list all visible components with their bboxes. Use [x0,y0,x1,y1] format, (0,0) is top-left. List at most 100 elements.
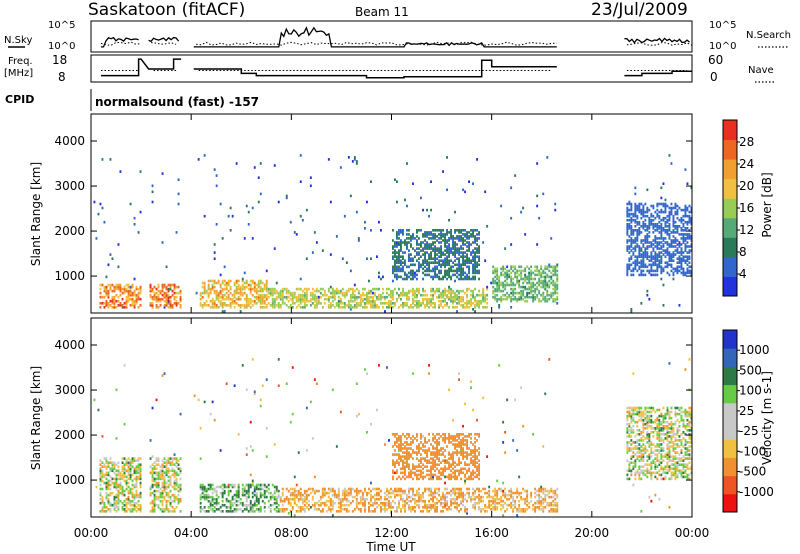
velocity-cell [125,461,128,464]
power-cell [299,297,302,301]
power-cell [412,287,414,291]
power-cell [167,299,170,303]
power-cell [482,293,485,297]
power-cell [255,291,258,295]
velocity-cell [438,459,440,462]
power-cell [460,265,462,269]
velocity-cell [265,485,268,489]
power-cell [370,299,372,303]
power-cell [357,302,360,305]
power-cell [510,291,513,295]
power-cell [544,275,547,279]
power-cell [444,269,446,273]
power-cell [386,302,388,305]
velocity-cell [225,510,228,513]
power-cell [217,306,220,309]
power-cell [544,295,547,299]
velocity-cell [155,495,158,499]
power-cell [203,283,206,287]
power-cell [462,263,464,267]
power-cell [652,261,655,264]
velocity-cell [460,487,462,491]
power-cell [315,306,318,309]
power-cell [626,231,629,234]
velocity-cell [155,497,158,501]
velocity-cell [139,467,142,471]
power-cell [650,273,653,277]
power-cell [676,227,679,230]
power-cell [650,263,653,267]
power-cell [472,267,474,271]
power-cell [430,180,432,183]
power-cell [672,220,675,224]
power-cell [179,297,182,301]
power-cell [450,235,452,238]
velocity-cell [462,451,464,454]
power-cell [213,304,216,307]
velocity-cell [119,483,122,487]
power-cell [364,306,366,309]
power-cell [688,249,691,252]
power-cell [440,233,442,236]
velocity-cell [398,499,400,503]
power-colorbar-tick-label: 28 [739,135,754,149]
velocity-cell [345,493,348,497]
velocity-cell [255,493,258,497]
power-cell [648,216,651,220]
velocity-cell [169,479,172,483]
power-colorbar-swatch [723,237,737,258]
power-cell [686,259,689,262]
power-cell [422,259,424,262]
velocity-cell [105,477,108,481]
power-cell [394,302,396,305]
power-cell [119,304,122,307]
velocity-cell [343,495,346,499]
power-cell [227,289,230,293]
power-cell [251,304,254,307]
power-cell [462,269,464,273]
velocity-cell [442,510,444,513]
power-cell [149,285,152,289]
power-cell [506,297,509,301]
power-cell [117,283,120,287]
power-cell [660,261,663,264]
power-cell [688,214,691,218]
power-cell [682,218,685,222]
power-cell [632,218,635,222]
power-cell [440,237,442,240]
power-cell [311,295,314,299]
power-cell [518,285,521,289]
power-cell [416,277,418,281]
power-cell [327,295,330,299]
velocity-cell [279,497,282,501]
velocity-cell [171,473,174,477]
velocity-cell [396,493,398,497]
velocity-cell [406,461,408,464]
power-cell [444,245,446,248]
velocity-cell [103,463,106,466]
power-cell [648,255,651,258]
velocity-cell [313,503,316,507]
power-cell [203,154,206,157]
velocity-cell [430,443,432,446]
power-cell [392,302,394,305]
power-cell [682,233,685,236]
velocity-cell [422,435,424,438]
velocity-cell [462,447,464,450]
velocity-cell [420,461,422,464]
power-cell [392,267,394,271]
power-cell [424,235,426,238]
velocity-cell [404,447,406,450]
velocity-cell [163,485,166,489]
velocity-cell [99,471,102,475]
power-cell [219,291,222,295]
velocity-cell [412,465,414,468]
velocity-cell [370,422,372,426]
power-cell [652,218,655,222]
velocity-cell [303,495,306,499]
power-cell [448,251,450,254]
power-cell [530,275,533,279]
power-cell [634,210,637,214]
power-cell [309,293,312,297]
velocity-cell [400,510,402,513]
